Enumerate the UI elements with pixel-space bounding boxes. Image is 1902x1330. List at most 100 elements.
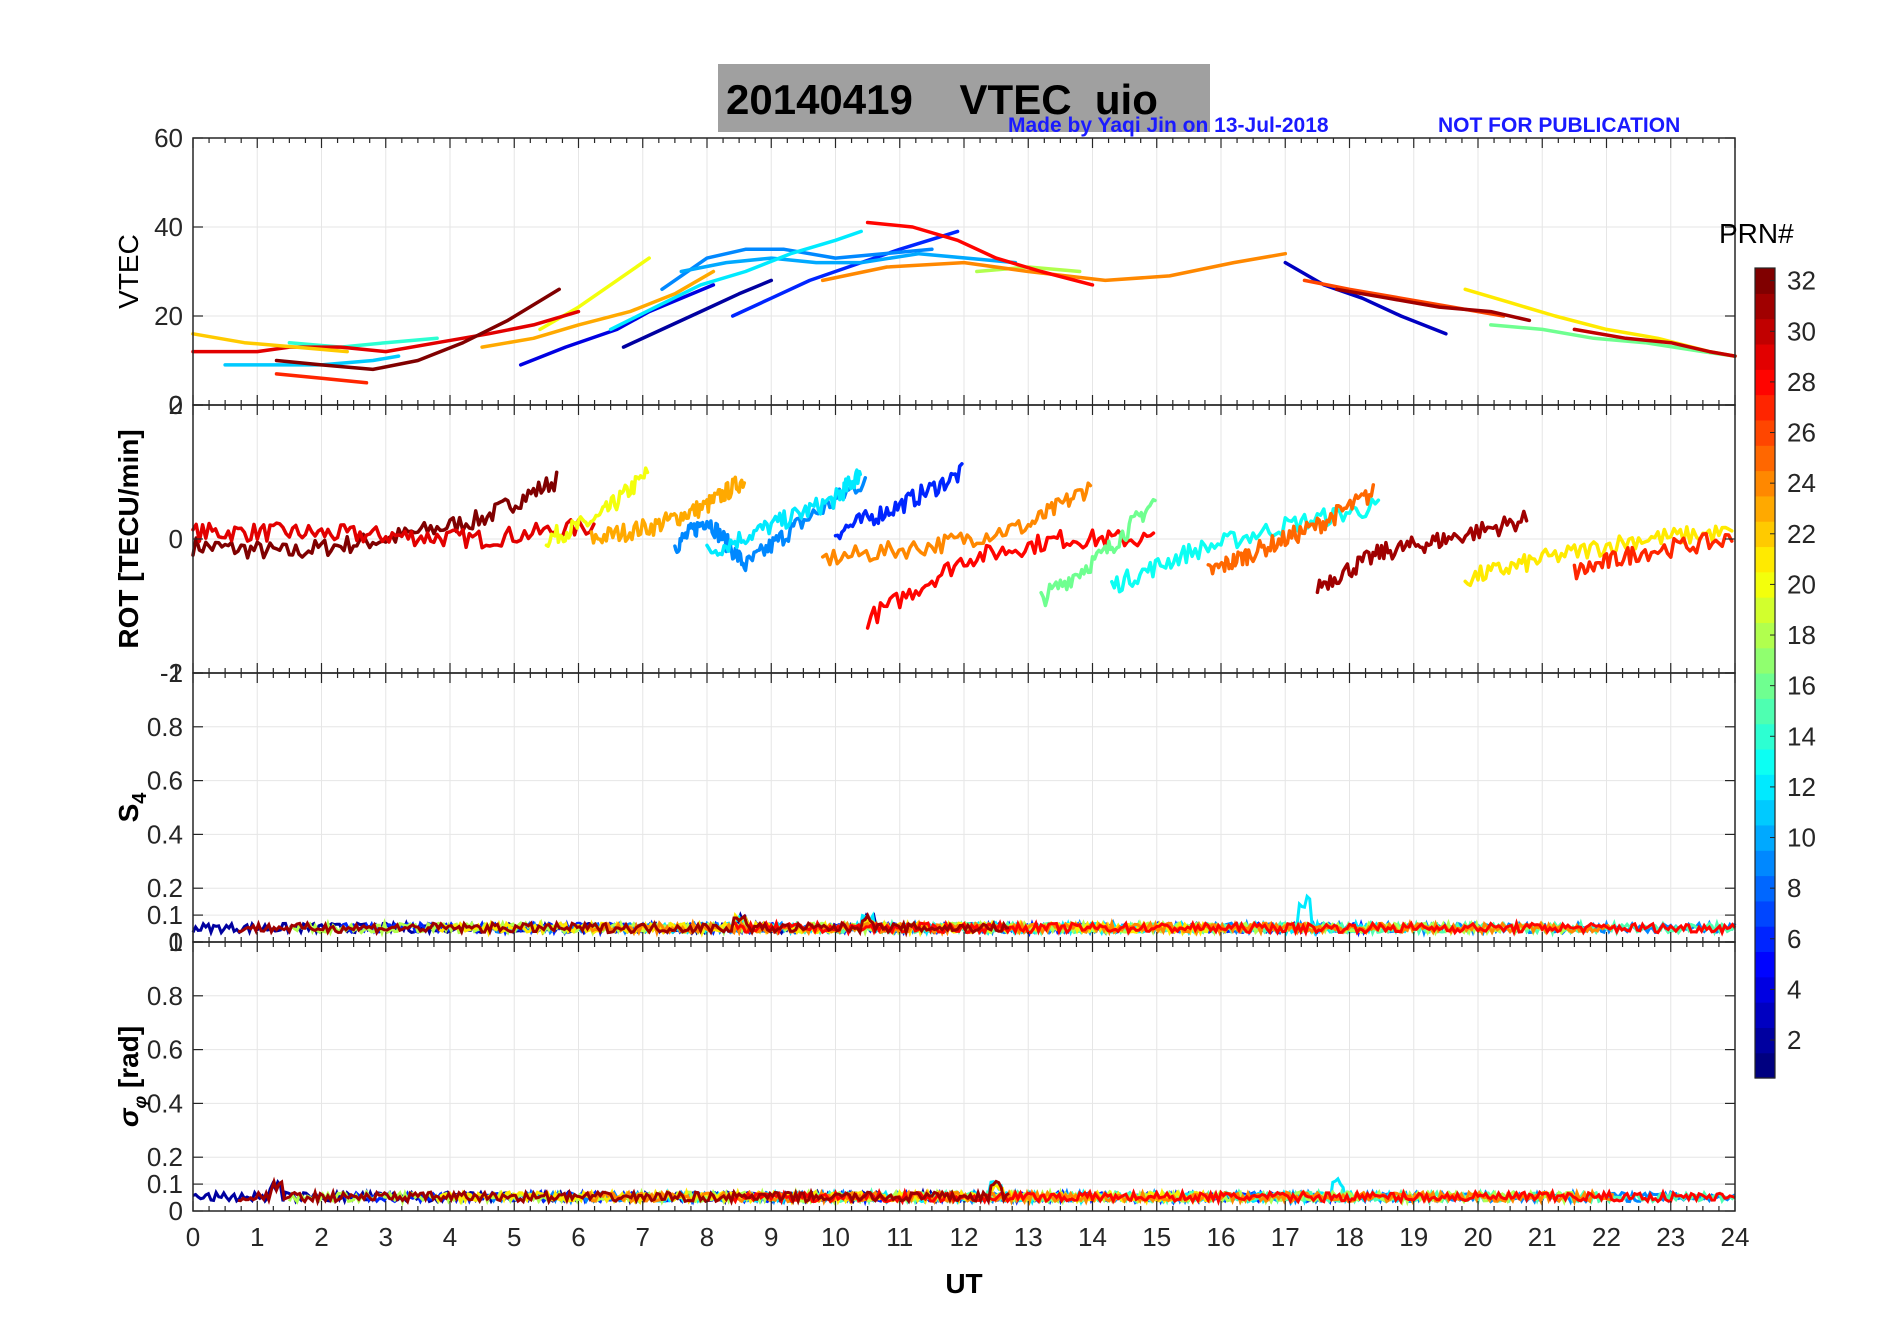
x-axis-label: UT [945,1268,982,1299]
colorbar-tick-label: 20 [1787,569,1816,599]
series-line-prn-13 [1110,497,1381,594]
series-line-prn-23 [480,269,716,349]
series-line-prn-21 [1463,524,1734,588]
colorbar-tick-label: 18 [1787,620,1816,650]
y-tick-label: 0.4 [147,819,183,849]
x-tick-label: 12 [950,1222,979,1252]
series-line-prn-14 [287,336,439,349]
x-tick-label: 4 [443,1222,457,1252]
series-line-prn-12 [705,468,863,557]
colorbar-segment [1755,419,1775,446]
series-line-prn-6 [730,229,960,318]
y-tick-label: 0.8 [147,712,183,742]
colorbar-segment [1755,799,1775,826]
colorbar-segment [1755,546,1775,573]
colorbar-segment [1755,369,1775,396]
colorbar-tick-label: 22 [1787,519,1816,549]
publication-notice: NOT FOR PUBLICATION [1438,114,1681,137]
colorbar-segment [1755,293,1775,320]
colorbar-segment [1755,1002,1775,1028]
y-tick-label: 0.2 [147,1142,183,1172]
colorbar-segment [1755,774,1775,801]
credit-text: Made by Yaqi Jin on 13-Jul-2018 [1008,114,1329,137]
series-line-prn-4 [518,283,716,367]
series-line-prn-6 [833,462,964,541]
y-axis-label: ROT [TECU/min] [113,429,144,648]
x-tick-label: 20 [1464,1222,1493,1252]
y-tick-label: 1 [169,658,183,688]
colorbar-segment [1755,268,1775,294]
series-line-prn-22 [191,332,349,354]
x-tick-label: 9 [764,1222,778,1252]
series-line-prn-3 [1283,260,1448,336]
series-line-prn-29 [191,309,581,354]
series-line-prn-28 [865,528,1156,630]
y-tick-label: 20 [154,301,183,331]
colorbar-segment [1755,723,1775,750]
y-tick-label: 0.1 [147,1169,183,1199]
x-tick-label: 15 [1142,1222,1171,1252]
colorbar-segment [1755,926,1775,953]
y-axis-label: σφ [rad] [113,1026,150,1127]
colorbar-segment [1755,1027,1775,1054]
x-tick-label: 5 [507,1222,521,1252]
colorbar-segment [1755,571,1775,598]
y-tick-label: 0 [169,390,183,420]
colorbar-tick-label: 2 [1787,1025,1801,1055]
x-tick-label: 10 [821,1222,850,1252]
y-tick-label: 0 [169,524,183,554]
colorbar-segment [1755,850,1775,877]
y-tick-label: 0.2 [147,873,183,903]
series-line-prn-30 [1572,327,1737,358]
series-line-prn-2 [621,278,774,349]
y-axis-label: VTEC [113,234,144,309]
colorbar-segment [1755,976,1775,1003]
series-line-prn-28 [865,220,1095,287]
colorbar-segment [1755,318,1775,345]
series-line-prn-24 [820,481,1093,567]
x-tick-label: 19 [1399,1222,1428,1252]
x-tick-label: 18 [1335,1222,1364,1252]
y-tick-label: 40 [154,212,183,242]
y-tick-label: 0 [169,1196,183,1226]
series-line-prn-29 [191,518,596,550]
colorbar-tick-label: 32 [1787,266,1816,296]
series-line-prn-9 [660,247,934,292]
colorbar-tick-label: 6 [1787,924,1801,954]
colorbar-tick-label: 26 [1787,418,1816,448]
series-line-prn-16 [1039,497,1157,608]
colorbar-frame [1754,267,1776,1079]
colorbar-tick-label: 8 [1787,873,1801,903]
colorbar-segment [1755,445,1775,472]
colorbar-title: PRN# [1719,218,1794,249]
colorbar-segment [1755,394,1775,421]
y-tick-label: 0.1 [147,900,183,930]
colorbar-segment [1755,951,1775,978]
colorbar-segment [1755,748,1775,775]
y-axis-label: S4 [113,792,151,823]
colorbar-tick-label: 16 [1787,671,1816,701]
y-tick-label: 0.6 [147,766,183,796]
x-tick-label: 0 [186,1222,200,1252]
series-line-prn-31 [1315,509,1529,595]
colorbar-segment [1755,622,1775,649]
figure-title: 20140419 VTEC uio [726,76,1158,123]
colorbar-tick-label: 24 [1787,468,1816,498]
series-line-prn-10 [679,251,1018,274]
x-tick-label: 8 [700,1222,714,1252]
colorbar-segment [1755,647,1775,674]
colorbar-segment [1755,698,1775,725]
x-tick-label: 3 [379,1222,393,1252]
y-tick-label: 0 [169,927,183,957]
colorbar-segment [1755,521,1775,548]
series-line-prn-21 [1463,287,1737,358]
colorbar-tick-label: 14 [1787,721,1816,751]
colorbar-segment [1755,470,1775,497]
x-tick-label: 7 [636,1222,650,1252]
series-line-prn-12 [608,229,863,332]
y-tick-label: 0.8 [147,981,183,1011]
series-line-prn-31 [237,912,1010,938]
x-tick-label: 13 [1014,1222,1043,1252]
series-line-prn-31 [237,1176,1010,1207]
